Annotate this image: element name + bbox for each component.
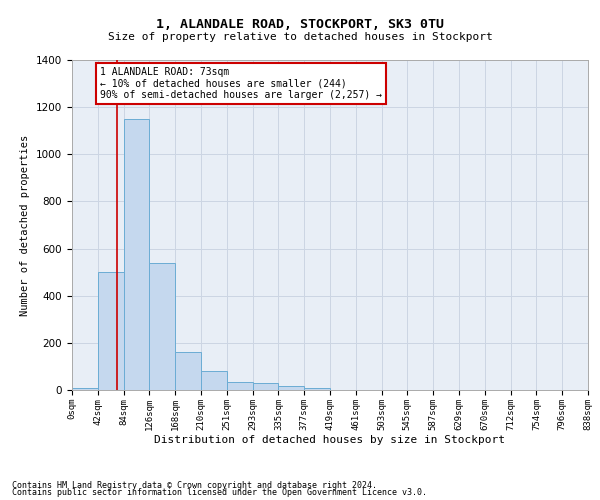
Y-axis label: Number of detached properties: Number of detached properties [20,134,31,316]
Bar [98,272,124,390]
Bar [304,388,330,390]
Text: Contains public sector information licensed under the Open Government Licence v3: Contains public sector information licen… [12,488,427,497]
Bar [175,352,201,390]
Text: Contains HM Land Registry data © Crown copyright and database right 2024.: Contains HM Land Registry data © Crown c… [12,480,377,490]
Bar [201,371,227,390]
Text: 1, ALANDALE ROAD, STOCKPORT, SK3 0TU: 1, ALANDALE ROAD, STOCKPORT, SK3 0TU [156,18,444,30]
Bar [253,384,278,390]
X-axis label: Distribution of detached houses by size in Stockport: Distribution of detached houses by size … [155,436,505,446]
Bar [124,119,149,390]
Bar [149,262,175,390]
Text: 1 ALANDALE ROAD: 73sqm
← 10% of detached houses are smaller (244)
90% of semi-de: 1 ALANDALE ROAD: 73sqm ← 10% of detached… [100,67,382,100]
Bar [72,388,98,390]
Bar [227,382,253,390]
Bar [278,386,304,390]
Text: Size of property relative to detached houses in Stockport: Size of property relative to detached ho… [107,32,493,42]
